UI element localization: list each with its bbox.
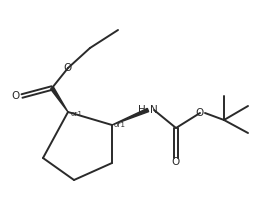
Text: O: O (64, 63, 72, 73)
Text: O: O (196, 108, 204, 118)
Text: or1: or1 (114, 122, 126, 128)
Polygon shape (112, 108, 149, 125)
Text: or1: or1 (71, 111, 83, 117)
Polygon shape (51, 87, 68, 112)
Text: H: H (138, 105, 146, 115)
Text: O: O (12, 91, 20, 101)
Text: N: N (150, 105, 158, 115)
Text: O: O (172, 157, 180, 167)
